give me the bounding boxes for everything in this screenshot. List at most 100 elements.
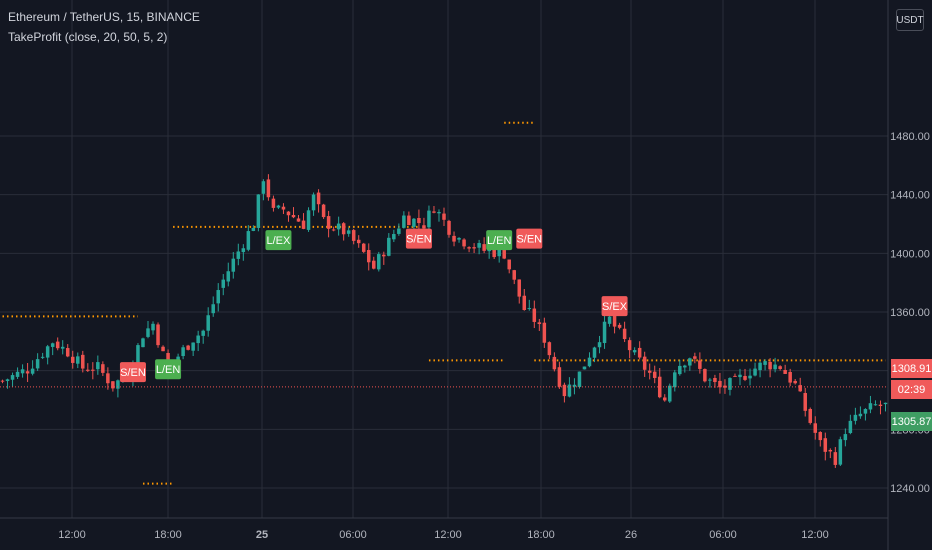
candle-body <box>713 377 717 383</box>
signal-label-text: L/EN <box>487 235 512 247</box>
candle-body <box>542 322 547 343</box>
last-price-tag: 1308.91 <box>891 359 932 378</box>
candle-body <box>181 347 185 357</box>
candle-body <box>316 192 321 205</box>
candle-body <box>522 295 527 311</box>
x-tick-label: 18:00 <box>527 529 555 541</box>
candle-body <box>813 423 818 433</box>
candle-body <box>637 347 642 358</box>
candle-body <box>5 379 10 382</box>
candle-body <box>547 342 552 356</box>
candle-body <box>356 239 361 244</box>
candle-body <box>507 259 511 270</box>
candle-body <box>703 368 707 382</box>
symbol-title[interactable]: Ethereum / TetherUS, 15, BINANCE <box>8 10 200 24</box>
candle-body <box>221 279 226 288</box>
candle-body <box>361 243 366 252</box>
candle-body <box>853 414 858 421</box>
candle-body <box>592 347 597 358</box>
candle-body <box>346 230 351 234</box>
signal-label-box <box>601 296 628 317</box>
candle-body <box>442 213 446 220</box>
candle-body <box>96 362 100 370</box>
candle-body <box>818 432 823 441</box>
candle-body <box>256 194 261 228</box>
candle-body <box>577 371 582 387</box>
candle-body <box>708 379 712 381</box>
candle-body <box>768 361 772 370</box>
candle-body <box>763 361 767 365</box>
candle-body <box>778 366 782 369</box>
candle-body <box>336 223 341 230</box>
candle-body <box>678 365 682 375</box>
candle-body <box>793 380 797 384</box>
candle-body <box>412 218 416 227</box>
candle-body <box>502 249 506 259</box>
candle-body <box>136 345 140 366</box>
candle-body <box>758 362 762 371</box>
candle-body <box>70 356 75 363</box>
candle-body <box>116 380 120 389</box>
candle-body <box>437 212 441 214</box>
candle-body <box>0 380 5 382</box>
candle-body <box>341 223 346 235</box>
candle-body <box>733 375 737 377</box>
candle-body <box>647 370 652 373</box>
currency-button[interactable]: USDT <box>896 9 924 31</box>
candle-body <box>723 385 727 388</box>
candle-body <box>472 247 476 249</box>
signal-label-box <box>155 359 182 380</box>
candle-body <box>216 290 220 304</box>
candle-body <box>146 328 150 337</box>
candle-body <box>246 231 251 250</box>
candle-body <box>196 335 200 344</box>
candle-body <box>828 449 833 452</box>
candle-body <box>321 204 326 218</box>
candle-body <box>251 227 256 231</box>
candle-body <box>477 243 481 248</box>
candle-body <box>833 452 838 465</box>
candle-body <box>668 385 672 402</box>
candle-body <box>266 179 271 198</box>
signal-label-box <box>516 228 543 249</box>
candle-body <box>276 205 281 208</box>
candle-body <box>306 210 311 230</box>
candle-body <box>241 248 246 253</box>
candle-body <box>372 260 376 269</box>
candle-body <box>492 249 496 258</box>
candle-body <box>457 237 461 240</box>
x-tick-label: 06:00 <box>339 529 367 541</box>
candle-body <box>10 375 15 380</box>
candle-body <box>798 385 802 392</box>
signal-labels: S/EN L/EN L/EX S/EN L/EN S/EN S/EX <box>119 228 628 383</box>
candle-body <box>627 340 632 351</box>
candle-body <box>748 375 752 379</box>
candle-body <box>587 357 592 367</box>
signal-label-box <box>486 230 513 251</box>
candle-body <box>582 366 587 370</box>
candle-body <box>452 235 456 242</box>
candle-body <box>693 356 697 359</box>
candle-body <box>823 438 828 452</box>
candle-body <box>427 210 431 228</box>
indicator-title[interactable]: TakeProfit (close, 20, 50, 5, 2) <box>8 30 168 44</box>
candle-body <box>161 346 165 352</box>
y-tick-label: 1240.00 <box>890 483 930 495</box>
candle-body <box>50 343 55 347</box>
candle-body <box>15 371 20 377</box>
x-tick-label: 12:00 <box>801 529 829 541</box>
candle-body <box>537 322 542 325</box>
candle-body <box>432 211 436 213</box>
candle-body <box>652 371 657 378</box>
candle-body <box>301 220 306 229</box>
candle-body <box>843 434 848 441</box>
candle-body <box>392 234 396 240</box>
candle-body <box>422 225 426 229</box>
x-tick-label: 06:00 <box>709 529 737 541</box>
candle-body <box>447 220 451 235</box>
candle-body <box>562 384 567 397</box>
candle-body <box>683 365 687 368</box>
candle-body <box>698 360 702 369</box>
